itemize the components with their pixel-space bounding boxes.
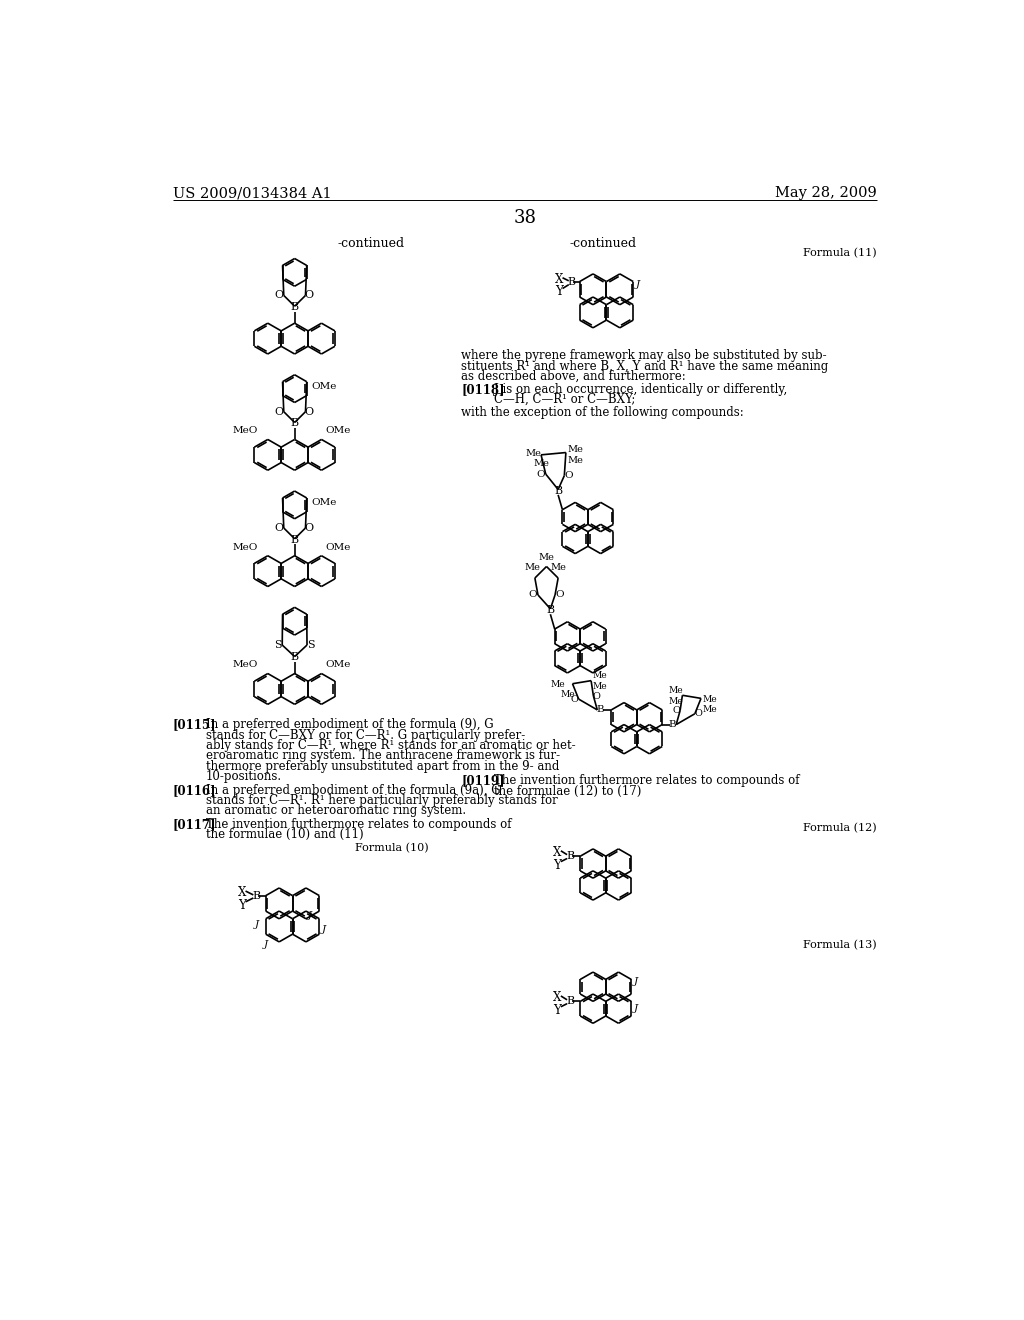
Text: B: B (291, 535, 299, 545)
Text: The invention furthermore relates to compounds of: The invention furthermore relates to com… (206, 818, 511, 830)
Text: In a preferred embodiment of the formula (9a), G: In a preferred embodiment of the formula… (206, 784, 500, 797)
Text: J is on each occurrence, identically or differently,: J is on each occurrence, identically or … (494, 383, 787, 396)
Text: OMe: OMe (326, 543, 351, 552)
Text: Me: Me (539, 553, 555, 561)
Text: where the pyrene framework may also be substituted by sub-: where the pyrene framework may also be s… (461, 350, 826, 363)
Text: Me: Me (702, 705, 717, 714)
Text: X: X (553, 846, 561, 859)
Text: J: J (307, 911, 311, 920)
Text: Me: Me (534, 459, 549, 467)
Text: US 2009/0134384 A1: US 2009/0134384 A1 (173, 186, 332, 201)
Text: Me: Me (669, 697, 683, 706)
Text: -continued: -continued (337, 238, 404, 249)
Text: O: O (593, 692, 600, 701)
Text: Y: Y (553, 1003, 561, 1016)
Text: B: B (566, 851, 574, 861)
Text: O: O (555, 590, 564, 599)
Text: thermore preferably unsubstituted apart from in the 9- and: thermore preferably unsubstituted apart … (206, 760, 559, 772)
Text: Y: Y (553, 858, 561, 871)
Text: MeO: MeO (232, 426, 258, 436)
Text: with the exception of the following compounds:: with the exception of the following comp… (461, 407, 744, 418)
Text: Me: Me (551, 680, 565, 689)
Text: Me: Me (525, 449, 542, 458)
Text: Formula (12): Formula (12) (803, 822, 877, 833)
Text: 10-positions.: 10-positions. (206, 770, 282, 783)
Text: S: S (307, 640, 314, 649)
Text: Y: Y (238, 899, 246, 912)
Text: the formulae (12) to (17): the formulae (12) to (17) (494, 785, 641, 797)
Text: Me: Me (550, 562, 566, 572)
Text: J: J (264, 940, 268, 949)
Text: B: B (291, 302, 299, 312)
Text: stands for C—R¹. R¹ here particularly preferably stands for: stands for C—R¹. R¹ here particularly pr… (206, 795, 557, 807)
Text: [0115]: [0115] (173, 718, 216, 731)
Text: Me: Me (593, 682, 607, 692)
Text: Me: Me (561, 690, 575, 698)
Text: In a preferred embodiment of the formula (9), G: In a preferred embodiment of the formula… (206, 718, 494, 731)
Text: [0117]: [0117] (173, 818, 216, 830)
Text: Me: Me (702, 694, 717, 704)
Text: X: X (553, 991, 561, 1005)
Text: an aromatic or heteroaromatic ring system.: an aromatic or heteroaromatic ring syste… (206, 804, 466, 817)
Text: OMe: OMe (326, 426, 351, 436)
Text: J: J (636, 280, 640, 289)
Text: O: O (694, 709, 702, 718)
Text: OMe: OMe (311, 381, 336, 391)
Text: B: B (554, 486, 562, 496)
Text: Me: Me (593, 672, 607, 680)
Text: J: J (634, 977, 638, 986)
Text: B: B (547, 606, 554, 615)
Text: B: B (669, 719, 676, 729)
Text: B: B (566, 997, 574, 1006)
Text: [0118]: [0118] (461, 383, 505, 396)
Text: ably stands for C—R¹, where R¹ stands for an aromatic or het-: ably stands for C—R¹, where R¹ stands fo… (206, 739, 575, 752)
Text: O: O (304, 523, 313, 533)
Text: Me: Me (567, 455, 584, 465)
Text: O: O (564, 471, 573, 480)
Text: O: O (673, 706, 680, 715)
Text: Formula (11): Formula (11) (803, 248, 877, 257)
Text: O: O (274, 407, 284, 417)
Text: the formulae (10) and (11): the formulae (10) and (11) (206, 829, 364, 841)
Text: J: J (634, 1003, 638, 1012)
Text: O: O (570, 694, 578, 704)
Text: S: S (274, 640, 283, 649)
Text: O: O (536, 470, 545, 479)
Text: May 28, 2009: May 28, 2009 (775, 186, 877, 201)
Text: Me: Me (567, 445, 584, 454)
Text: [0119]: [0119] (461, 775, 505, 788)
Text: stituents R¹ and where B, X, Y and R¹ have the same meaning: stituents R¹ and where B, X, Y and R¹ ha… (461, 360, 828, 372)
Text: X: X (555, 273, 563, 286)
Text: O: O (304, 407, 313, 417)
Text: B: B (567, 277, 575, 286)
Text: X: X (238, 887, 246, 899)
Text: B: B (597, 705, 604, 714)
Text: The invention furthermore relates to compounds of: The invention furthermore relates to com… (494, 775, 800, 788)
Text: B: B (252, 891, 260, 900)
Text: Formula (10): Formula (10) (355, 843, 429, 854)
Text: MeO: MeO (232, 543, 258, 552)
Text: B: B (291, 418, 299, 428)
Text: Y: Y (555, 285, 562, 298)
Text: C—H, C—R¹ or C—BXY;: C—H, C—R¹ or C—BXY; (494, 393, 635, 407)
Text: O: O (274, 290, 284, 301)
Text: [0116]: [0116] (173, 784, 216, 797)
Text: Formula (13): Formula (13) (803, 940, 877, 950)
Text: Me: Me (669, 686, 683, 696)
Text: stands for C—BXY or for C—R¹. G particularly prefer-: stands for C—BXY or for C—R¹. G particul… (206, 729, 524, 742)
Text: J: J (322, 925, 326, 935)
Text: OMe: OMe (326, 660, 351, 669)
Text: Me: Me (524, 562, 541, 572)
Text: eroaromatic ring system. The anthracene framework is fur-: eroaromatic ring system. The anthracene … (206, 750, 560, 763)
Text: B: B (291, 652, 299, 663)
Text: O: O (304, 290, 313, 301)
Text: 38: 38 (513, 209, 537, 227)
Text: OMe: OMe (311, 498, 336, 507)
Text: O: O (528, 590, 537, 599)
Text: as described above, and furthermore:: as described above, and furthermore: (461, 370, 686, 383)
Text: J: J (255, 920, 259, 929)
Text: O: O (274, 523, 284, 533)
Text: -continued: -continued (569, 238, 637, 249)
Text: MeO: MeO (232, 660, 258, 669)
